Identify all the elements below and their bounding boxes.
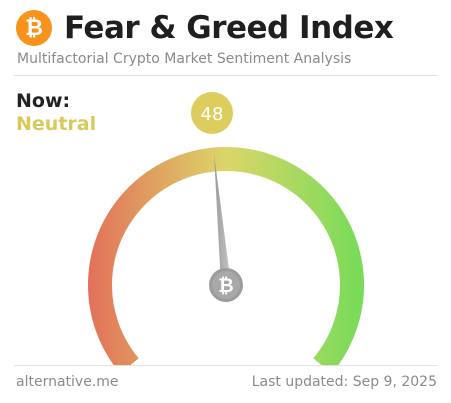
source-link[interactable]: alternative.me — [16, 374, 119, 390]
sentiment-classification: Neutral — [16, 113, 97, 135]
hub-bitcoin-icon: ₿ — [218, 275, 233, 297]
last-updated: Last updated: Sep 9, 2025 — [251, 374, 437, 390]
page-title: Fear & Greed Index — [64, 10, 394, 46]
gauge-needle — [214, 153, 231, 286]
sentiment-gauge: ₿ 48 — [88, 92, 364, 365]
needle-hub: ₿ — [209, 268, 243, 302]
page-subtitle: Multifactorial Crypto Market Sentiment A… — [17, 51, 352, 67]
header: ₿ Fear & Greed Index — [16, 10, 394, 46]
bitcoin-logo-icon: ₿ — [16, 10, 52, 46]
header-divider — [14, 75, 437, 76]
now-label: Now: — [16, 90, 71, 112]
value-badge: 48 — [191, 92, 233, 134]
footer-divider — [14, 365, 437, 366]
value-badge-number: 48 — [201, 104, 224, 125]
gauge-arc — [88, 146, 364, 365]
